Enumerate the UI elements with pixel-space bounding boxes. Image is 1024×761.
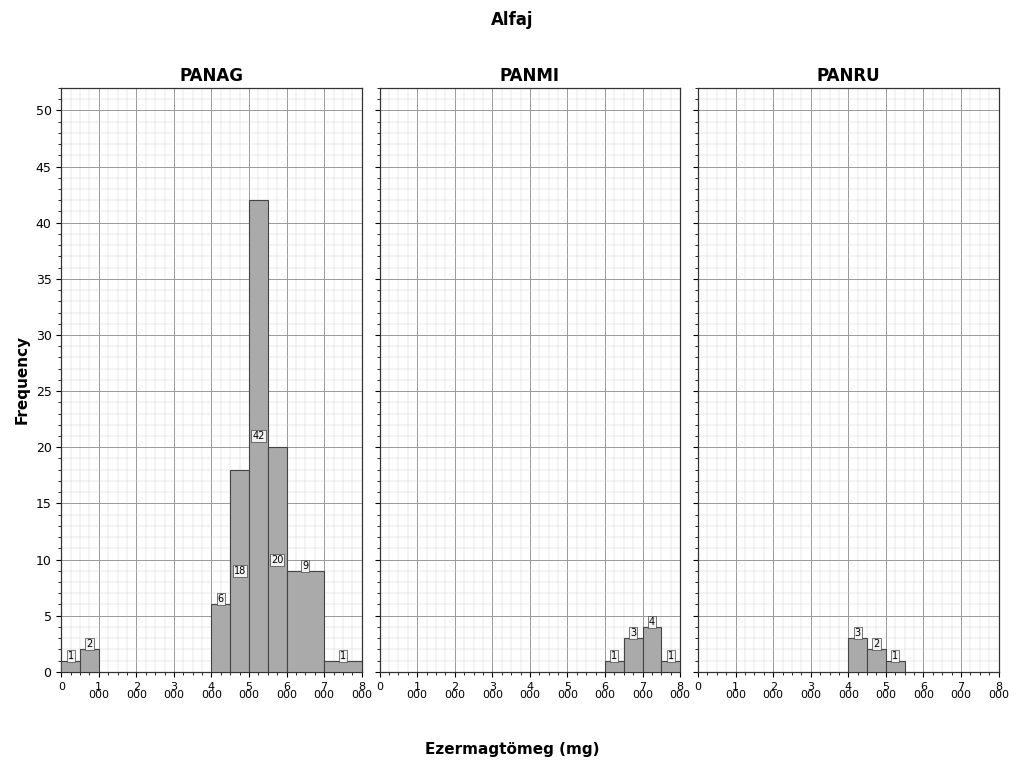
Text: 9: 9 (302, 561, 308, 571)
Text: Ezermagtömeg (mg): Ezermagtömeg (mg) (425, 742, 599, 757)
Text: 42: 42 (252, 431, 264, 441)
Text: 6: 6 (218, 594, 224, 604)
Text: 4: 4 (649, 617, 655, 627)
Bar (212, 604, 230, 672)
Bar (230, 470, 249, 672)
Bar (249, 200, 268, 672)
Bar (848, 638, 867, 672)
Bar (605, 661, 624, 672)
Bar (886, 661, 904, 672)
Title: PANRU: PANRU (816, 67, 880, 85)
Bar (268, 447, 287, 672)
Text: 1: 1 (668, 651, 674, 661)
Text: 3: 3 (630, 628, 636, 638)
Text: 2: 2 (873, 639, 880, 649)
Text: 20: 20 (271, 555, 284, 565)
Bar (287, 571, 325, 672)
Text: 1: 1 (340, 651, 346, 661)
Bar (325, 661, 361, 672)
Text: 18: 18 (233, 565, 246, 576)
Bar (624, 638, 642, 672)
Title: PANAG: PANAG (179, 67, 244, 85)
Text: 3: 3 (855, 628, 861, 638)
Bar (61, 661, 80, 672)
Bar (642, 627, 662, 672)
Title: PANMI: PANMI (500, 67, 560, 85)
Text: Alfaj: Alfaj (490, 11, 534, 30)
Bar (662, 661, 680, 672)
Text: 1: 1 (611, 651, 617, 661)
Bar (80, 649, 99, 672)
Text: 2: 2 (86, 639, 92, 649)
Bar (867, 649, 886, 672)
Text: 1: 1 (892, 651, 898, 661)
Text: 1: 1 (68, 651, 74, 661)
Y-axis label: Frequency: Frequency (15, 336, 30, 425)
